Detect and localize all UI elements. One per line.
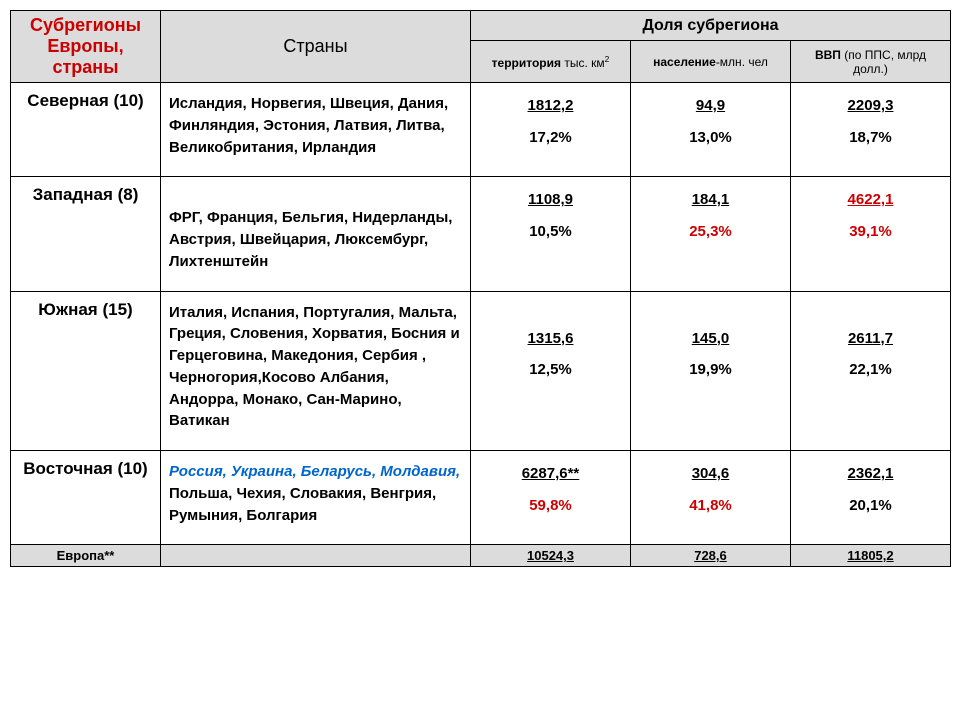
region-name: Западная (8) <box>11 177 161 291</box>
population-cell: 94,913,0% <box>631 83 791 177</box>
header-subregions: Субрегионы Европы, страны <box>11 11 161 83</box>
territory-cell: 1315,612,5% <box>471 291 631 451</box>
total-gdp: 11805,2 <box>791 545 951 567</box>
header-countries: Страны <box>161 11 471 83</box>
population-cell: 145,019,9% <box>631 291 791 451</box>
gdp-cell: 2611,722,1% <box>791 291 951 451</box>
subregions-table: Субрегионы Европы, страны Страны Доля су… <box>10 10 951 567</box>
countries-cell: Россия, Украина, Беларусь, Молдавия, Пол… <box>161 451 471 545</box>
population-cell: 304,641,8% <box>631 451 791 545</box>
total-empty <box>161 545 471 567</box>
region-name: Южная (15) <box>11 291 161 451</box>
gdp-cell: 4622,139,1% <box>791 177 951 291</box>
population-cell: 184,125,3% <box>631 177 791 291</box>
countries-cell: ФРГ, Франция, Бельгия, Нидерланды, Австр… <box>161 177 471 291</box>
header-gdp: ВВП (по ППС, млрд долл.) <box>791 41 951 83</box>
total-row: Европа** 10524,3 728,6 11805,2 <box>11 545 951 567</box>
countries-cell: Исландия, Норвегия, Швеция, Дания, Финля… <box>161 83 471 177</box>
gdp-cell: 2209,318,7% <box>791 83 951 177</box>
region-name: Северная (10) <box>11 83 161 177</box>
gdp-cell: 2362,120,1% <box>791 451 951 545</box>
table-row: Северная (10)Исландия, Норвегия, Швеция,… <box>11 83 951 177</box>
total-population: 728,6 <box>631 545 791 567</box>
table-row: Восточная (10)Россия, Украина, Беларусь,… <box>11 451 951 545</box>
header-share: Доля субрегиона <box>471 11 951 41</box>
header-territory: территория тыс. км2 <box>471 41 631 83</box>
table-row: Западная (8)ФРГ, Франция, Бельгия, Нидер… <box>11 177 951 291</box>
territory-cell: 1108,910,5% <box>471 177 631 291</box>
countries-cell: Италия, Испания, Португалия, Мальта, Гре… <box>161 291 471 451</box>
total-territory: 10524,3 <box>471 545 631 567</box>
header-population: население-млн. чел <box>631 41 791 83</box>
total-label: Европа** <box>11 545 161 567</box>
region-name: Восточная (10) <box>11 451 161 545</box>
table-row: Южная (15)Италия, Испания, Португалия, М… <box>11 291 951 451</box>
territory-cell: 6287,6**59,8% <box>471 451 631 545</box>
territory-cell: 1812,217,2% <box>471 83 631 177</box>
